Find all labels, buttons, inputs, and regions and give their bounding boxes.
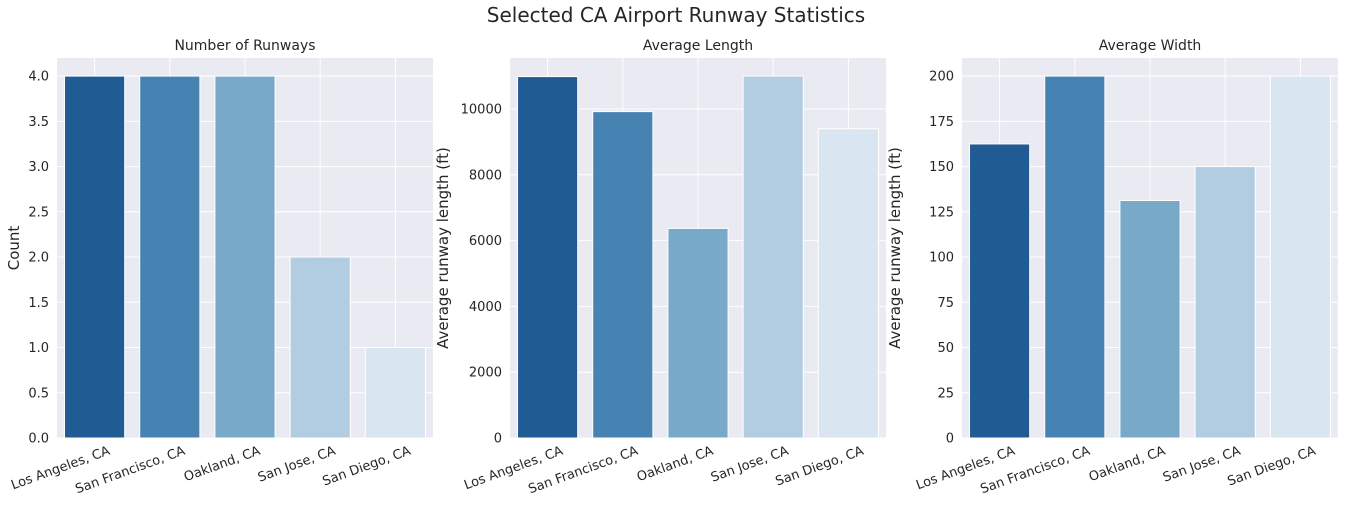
y-tick-label: 8000: [469, 168, 502, 183]
y-tick-label: 125: [929, 205, 954, 220]
y-tick-label: 2.0: [28, 251, 49, 266]
y-tick-label: 10000: [461, 102, 502, 117]
bar-3: [667, 227, 729, 439]
bar-5: [1269, 75, 1331, 439]
y-tick-label: 200: [929, 70, 954, 85]
subplot-title: Average Length: [643, 38, 753, 54]
y-tick-label: 1.5: [28, 296, 49, 311]
y-tick-label: 0.5: [28, 386, 49, 401]
y-tick-label: 1.0: [28, 341, 49, 356]
subplot-title: Number of Runways: [174, 38, 315, 54]
bar-1: [517, 76, 579, 439]
bar-5: [817, 128, 879, 439]
y-tick-label: 0.0: [28, 432, 49, 447]
bar-1: [64, 75, 126, 439]
bar-4: [742, 75, 804, 439]
bar-3: [1119, 200, 1181, 439]
bar-2: [592, 111, 654, 439]
bar-2: [1044, 75, 1106, 439]
y-tick-label: 4000: [469, 300, 502, 315]
y-tick-label: 4.0: [28, 70, 49, 85]
y-axis-label: Average runway length (ft): [434, 147, 452, 349]
y-tick-label: 175: [929, 115, 954, 130]
y-axis-label: Average runway length (ft): [886, 147, 904, 349]
y-tick-label: 100: [929, 251, 954, 266]
y-tick-label: 0: [494, 432, 502, 447]
bar-3: [214, 75, 276, 439]
y-tick-label: 6000: [469, 234, 502, 249]
subplot-title: Average Width: [1099, 38, 1202, 54]
figure-title: Selected CA Airport Runway Statistics: [487, 3, 865, 27]
bar-4: [1194, 166, 1256, 439]
x-tick-label: Oakland, CA: [635, 444, 715, 486]
y-tick-label: 2000: [469, 366, 502, 381]
bar-1: [969, 143, 1031, 439]
y-tick-label: 2.5: [28, 205, 49, 220]
x-tick-label: Oakland, CA: [182, 444, 262, 486]
y-tick-label: 0: [946, 432, 954, 447]
bar-2: [139, 75, 201, 439]
y-axis-label: Count: [5, 226, 23, 271]
x-tick-label: Oakland, CA: [1087, 444, 1167, 486]
bar-4: [289, 256, 351, 439]
bar-5: [364, 347, 426, 439]
y-tick-label: 50: [937, 341, 954, 356]
y-tick-label: 3.0: [28, 160, 49, 175]
y-tick-label: 3.5: [28, 115, 49, 130]
y-tick-label: 150: [929, 160, 954, 175]
y-tick-label: 25: [937, 386, 954, 401]
y-tick-label: 75: [937, 296, 954, 311]
